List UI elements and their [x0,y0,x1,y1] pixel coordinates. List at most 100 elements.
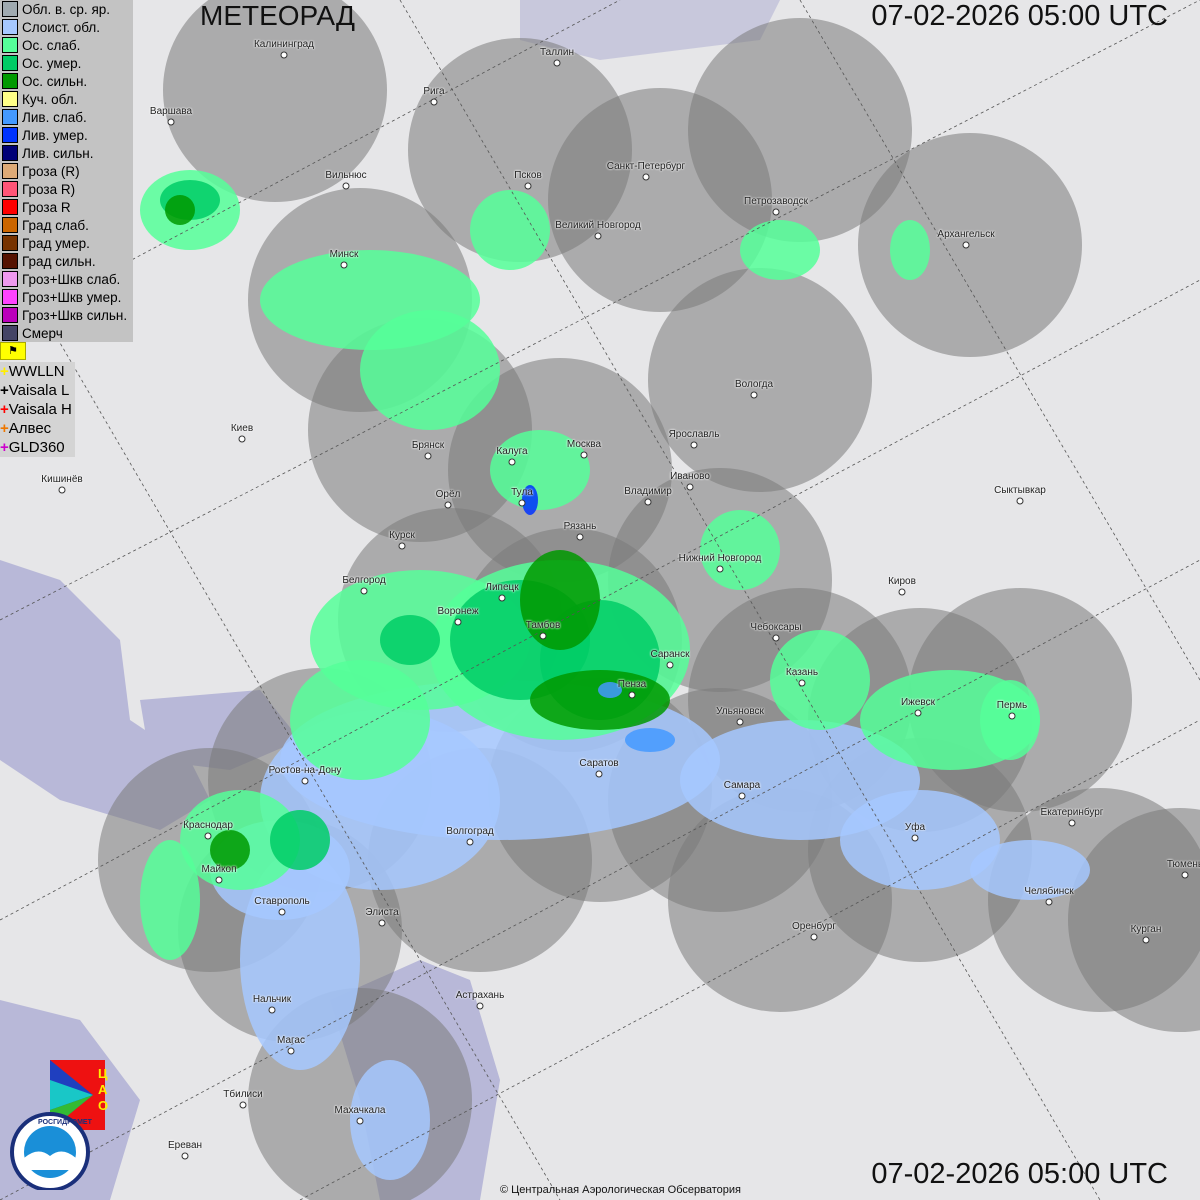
city-marker [576,533,584,541]
radar-coverage [688,18,912,242]
radar-coverage [648,268,872,492]
city-marker [476,1002,484,1010]
city-label: Кишинёв [41,474,83,485]
legend-label: Лив. сильн. [22,145,94,161]
radar-coverage [163,0,387,202]
cross-icon: + [0,439,9,456]
city-label: Владимир [624,486,672,497]
city-marker [1016,497,1024,505]
legend-swatch [2,19,18,35]
city-marker [239,1101,247,1109]
legend-swatch [2,271,18,287]
city-marker [580,451,588,459]
city-label: Саратов [579,758,619,769]
legend-swatch [2,325,18,341]
city-marker [686,483,694,491]
legend-item: Гроз+Шкв слаб. [0,270,133,288]
legend-label: Гроза R [22,199,71,215]
city-label: Киров [888,576,916,587]
precip-echo [522,485,538,515]
precip-echo [700,510,780,590]
city-label: Сыктывкар [994,485,1046,496]
precip-echo [625,728,675,752]
city-marker [553,59,561,67]
precip-echo [140,840,200,960]
lightning-source: +GLD360 [0,438,72,457]
city-marker [898,588,906,596]
city-label: Казань [785,667,819,678]
legend-label: Смерч [22,325,63,341]
city-label: Краснодар [183,820,233,831]
city-marker [424,452,432,460]
city-marker [508,458,516,466]
city-label: Москва [566,439,602,450]
legend-swatch [2,163,18,179]
city-label: Иваново [670,471,710,482]
lightning-label: Vaisala H [8,401,72,418]
lightning-source: +Алвес [0,419,72,438]
city-marker [911,834,919,842]
city-marker [772,634,780,642]
precipitation-legend: Обл. в. ср. яр. Слоист. обл. Ос. слаб. Ос. … [0,0,133,342]
city-label: Калуга [496,446,528,457]
legend-swatch [2,217,18,233]
city-marker [430,98,438,106]
precip-echo [598,682,622,698]
legend-label: Ос. умер. [22,55,82,71]
precip-echo [530,670,670,730]
city-label: Ульяновск [716,706,764,717]
city-marker [1045,898,1053,906]
city-label: Липецк [485,582,519,593]
legend-item: Ос. сильн. [0,72,133,90]
city-marker [644,498,652,506]
city-marker [962,241,970,249]
lightning-legend: +WWLLN +Vaisala L +Vaisala H +Алвес +GLD360 [0,362,75,457]
timestamp-bottom: 07-02-2026 05:00 UTC [871,1158,1168,1190]
city-label: Волгоград [446,826,494,837]
city-marker [167,118,175,126]
city-marker [342,182,350,190]
city-label: Тула [511,487,533,498]
city-label: Воронеж [437,606,479,617]
legend-swatch [2,37,18,53]
legend-swatch [2,55,18,71]
legend-label: Гроза (R) [22,163,80,179]
legend-item: Град умер. [0,234,133,252]
app-title: МЕТЕОРАД [200,0,355,31]
precip-echo [770,630,870,730]
city-marker [204,832,212,840]
precip-echo [470,190,550,270]
city-marker [642,173,650,181]
city-marker [518,499,526,507]
city-marker [1181,871,1189,879]
city-marker [690,441,698,449]
city-marker [750,391,758,399]
lightning-source: +Vaisala L [0,381,72,400]
city-marker [360,587,368,595]
cross-icon: + [0,401,9,418]
city-label: Курган [1130,924,1162,935]
legend-label: Гроз+Шкв умер. [22,289,122,305]
city-marker [798,679,806,687]
city-label: Петрозаводск [744,196,808,207]
city-label: Калининград [253,39,315,50]
city-label: Магас [277,1035,305,1046]
city-label: Вологда [734,379,774,390]
city-label: Екатеринбург [1040,807,1104,818]
legend-swatch [2,73,18,89]
city-marker [772,208,780,216]
city-label: Минск [329,249,359,260]
lightning-label: Алвес [8,420,52,437]
legend-item: Слоист. обл. [0,18,133,36]
city-label: Рига [423,86,445,97]
city-label: Курск [389,530,415,541]
city-label: Элиста [365,907,399,918]
precip-echo [980,680,1040,760]
precip-echo [520,550,600,650]
city-marker [215,876,223,884]
city-marker [914,709,922,717]
lightning-toggle-button[interactable]: ⚑ [0,342,26,360]
legend-item: Ос. умер. [0,54,133,72]
legend-swatch [2,91,18,107]
